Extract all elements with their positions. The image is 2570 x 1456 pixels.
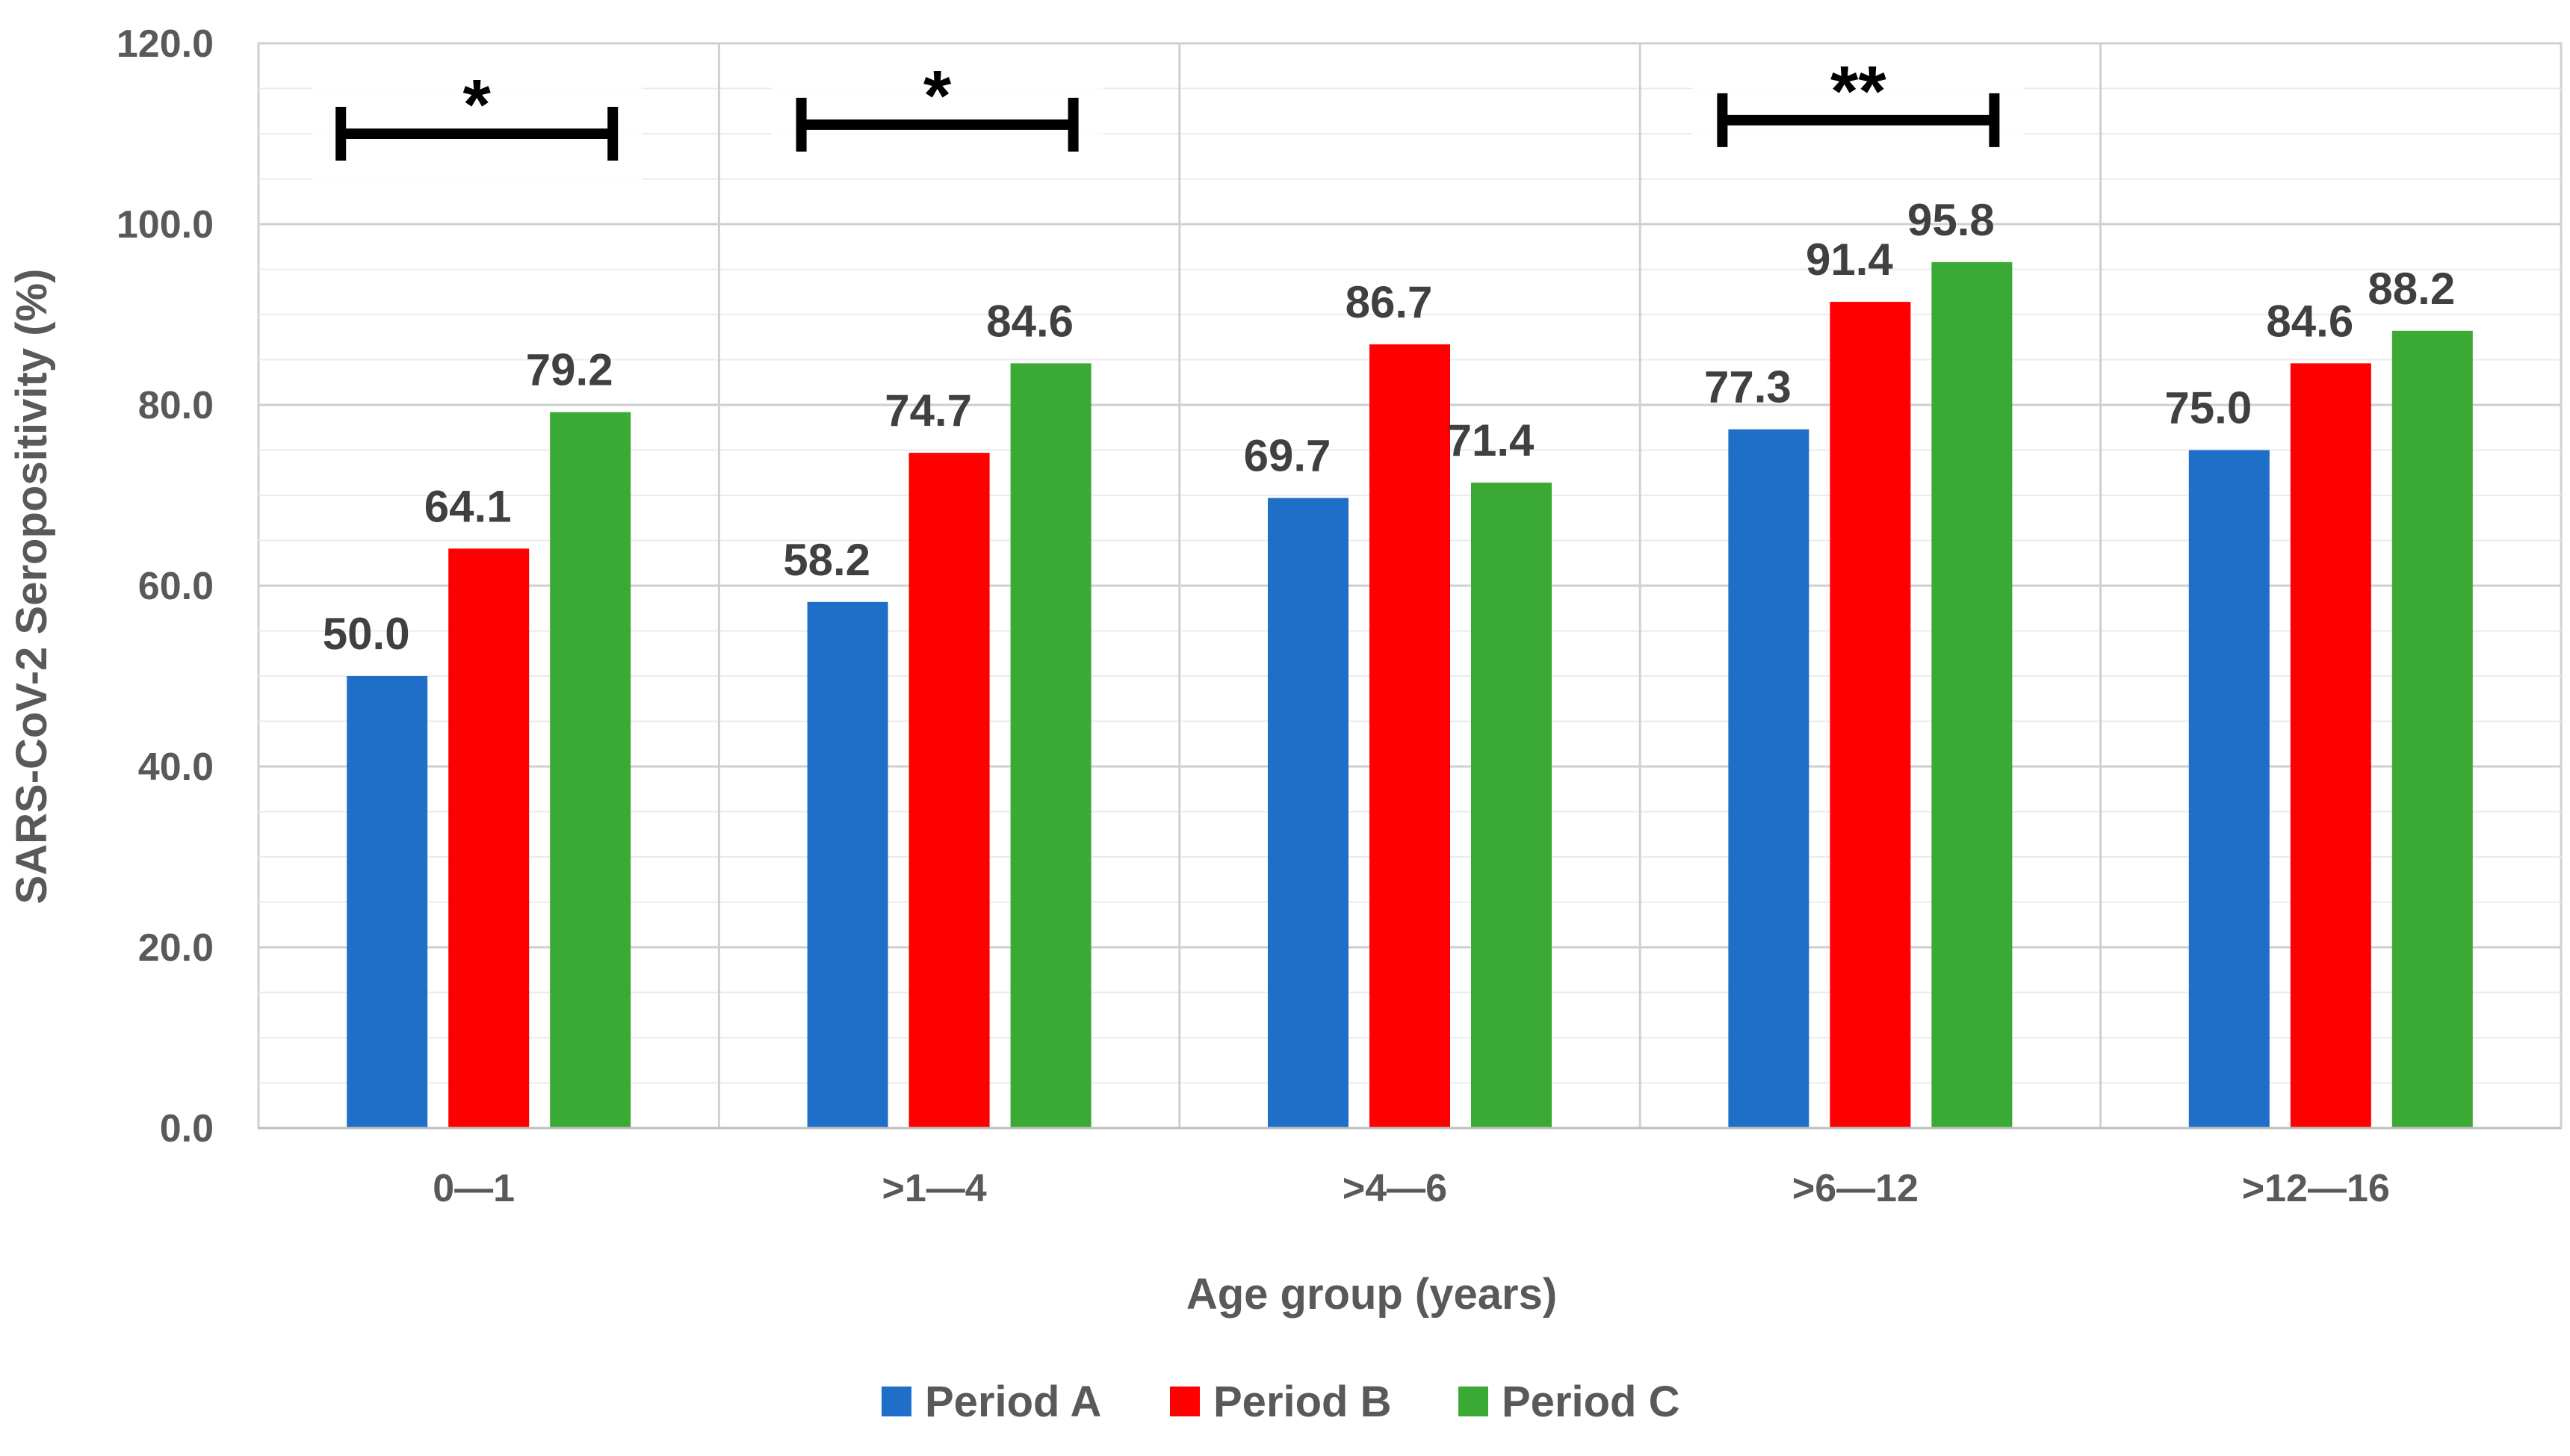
legend-label: Period A xyxy=(925,1378,1101,1426)
data-label: 86.7 xyxy=(1346,277,1433,327)
y-tick-label: 100.0 xyxy=(117,203,214,247)
bar-period-a xyxy=(807,601,888,1128)
data-label: 69.7 xyxy=(1244,431,1331,481)
y-tick-label: 40.0 xyxy=(138,746,214,789)
bar-period-a xyxy=(1728,429,1809,1128)
bar-period-b xyxy=(448,548,530,1128)
x-tick-label: >12—16 xyxy=(2242,1167,2390,1210)
y-tick-label: 120.0 xyxy=(117,22,214,66)
legend-swatch xyxy=(1170,1387,1200,1416)
data-label: 88.2 xyxy=(2368,264,2455,314)
bar-period-a xyxy=(347,676,428,1128)
significance-label: * xyxy=(923,56,952,136)
legend-swatch xyxy=(882,1387,911,1416)
data-label: 64.1 xyxy=(424,481,512,531)
y-tick-label: 0.0 xyxy=(160,1107,214,1150)
y-axis-title: SARS-CoV-2 Seropositivity (%) xyxy=(7,269,56,905)
data-label: 79.2 xyxy=(526,345,613,395)
legend-swatch xyxy=(1458,1387,1488,1416)
bars xyxy=(347,261,2473,1129)
significance-label: * xyxy=(463,65,492,145)
data-label: 50.0 xyxy=(323,609,410,659)
data-label: 71.4 xyxy=(1447,415,1535,465)
significance-backdrop xyxy=(771,60,1103,173)
x-tick-label: >6—12 xyxy=(1792,1167,1919,1210)
data-label: 95.8 xyxy=(1907,195,1995,245)
legend-label: Period C xyxy=(1502,1378,1680,1426)
bar-period-b xyxy=(2290,363,2371,1129)
data-labels: 50.0 64.1 79.2 58.2 74.7 84.6 69.7 86.7 71.4 77.3… xyxy=(323,195,2455,659)
data-label: 91.4 xyxy=(1806,235,1893,285)
bar-period-c xyxy=(1931,261,2013,1128)
data-label: 84.6 xyxy=(2266,296,2353,346)
x-tick-label: >4—6 xyxy=(1343,1167,1447,1210)
bar-period-b xyxy=(1369,344,1450,1129)
bar-period-c xyxy=(1010,363,1092,1129)
axes: 0.0 20.0 40.0 60.0 80.0 100.0 120.0 0—1 >1—4 >4—6… xyxy=(117,22,2561,1210)
y-tick-label: 60.0 xyxy=(138,565,214,608)
significance-backdrop xyxy=(1692,55,2025,168)
legend: Period A Period B Period C xyxy=(882,1378,1680,1426)
significance-backdrop xyxy=(311,69,643,182)
x-axis-title: Age group (years) xyxy=(1186,1270,1557,1319)
bar-period-b xyxy=(908,453,990,1128)
significance-label: ** xyxy=(1830,52,1886,131)
data-label: 77.3 xyxy=(1704,362,1792,412)
data-label: 84.6 xyxy=(986,296,1074,346)
significance-markers: * * ** xyxy=(311,52,2025,182)
x-tick-label: 0—1 xyxy=(433,1167,515,1210)
x-tick-label: >1—4 xyxy=(882,1167,986,1210)
bar-period-c xyxy=(1471,483,1552,1128)
data-label: 74.7 xyxy=(885,385,972,436)
data-label: 75.0 xyxy=(2164,383,2252,433)
bar-period-c xyxy=(2391,330,2473,1128)
bar-period-c xyxy=(550,412,631,1128)
y-tick-label: 20.0 xyxy=(138,926,214,970)
y-tick-label: 80.0 xyxy=(138,384,214,427)
bar-period-b xyxy=(1830,302,1911,1128)
data-label: 58.2 xyxy=(783,535,870,585)
legend-label: Period B xyxy=(1213,1378,1392,1426)
bar-period-a xyxy=(1268,498,1349,1128)
bar-period-a xyxy=(2188,450,2270,1128)
